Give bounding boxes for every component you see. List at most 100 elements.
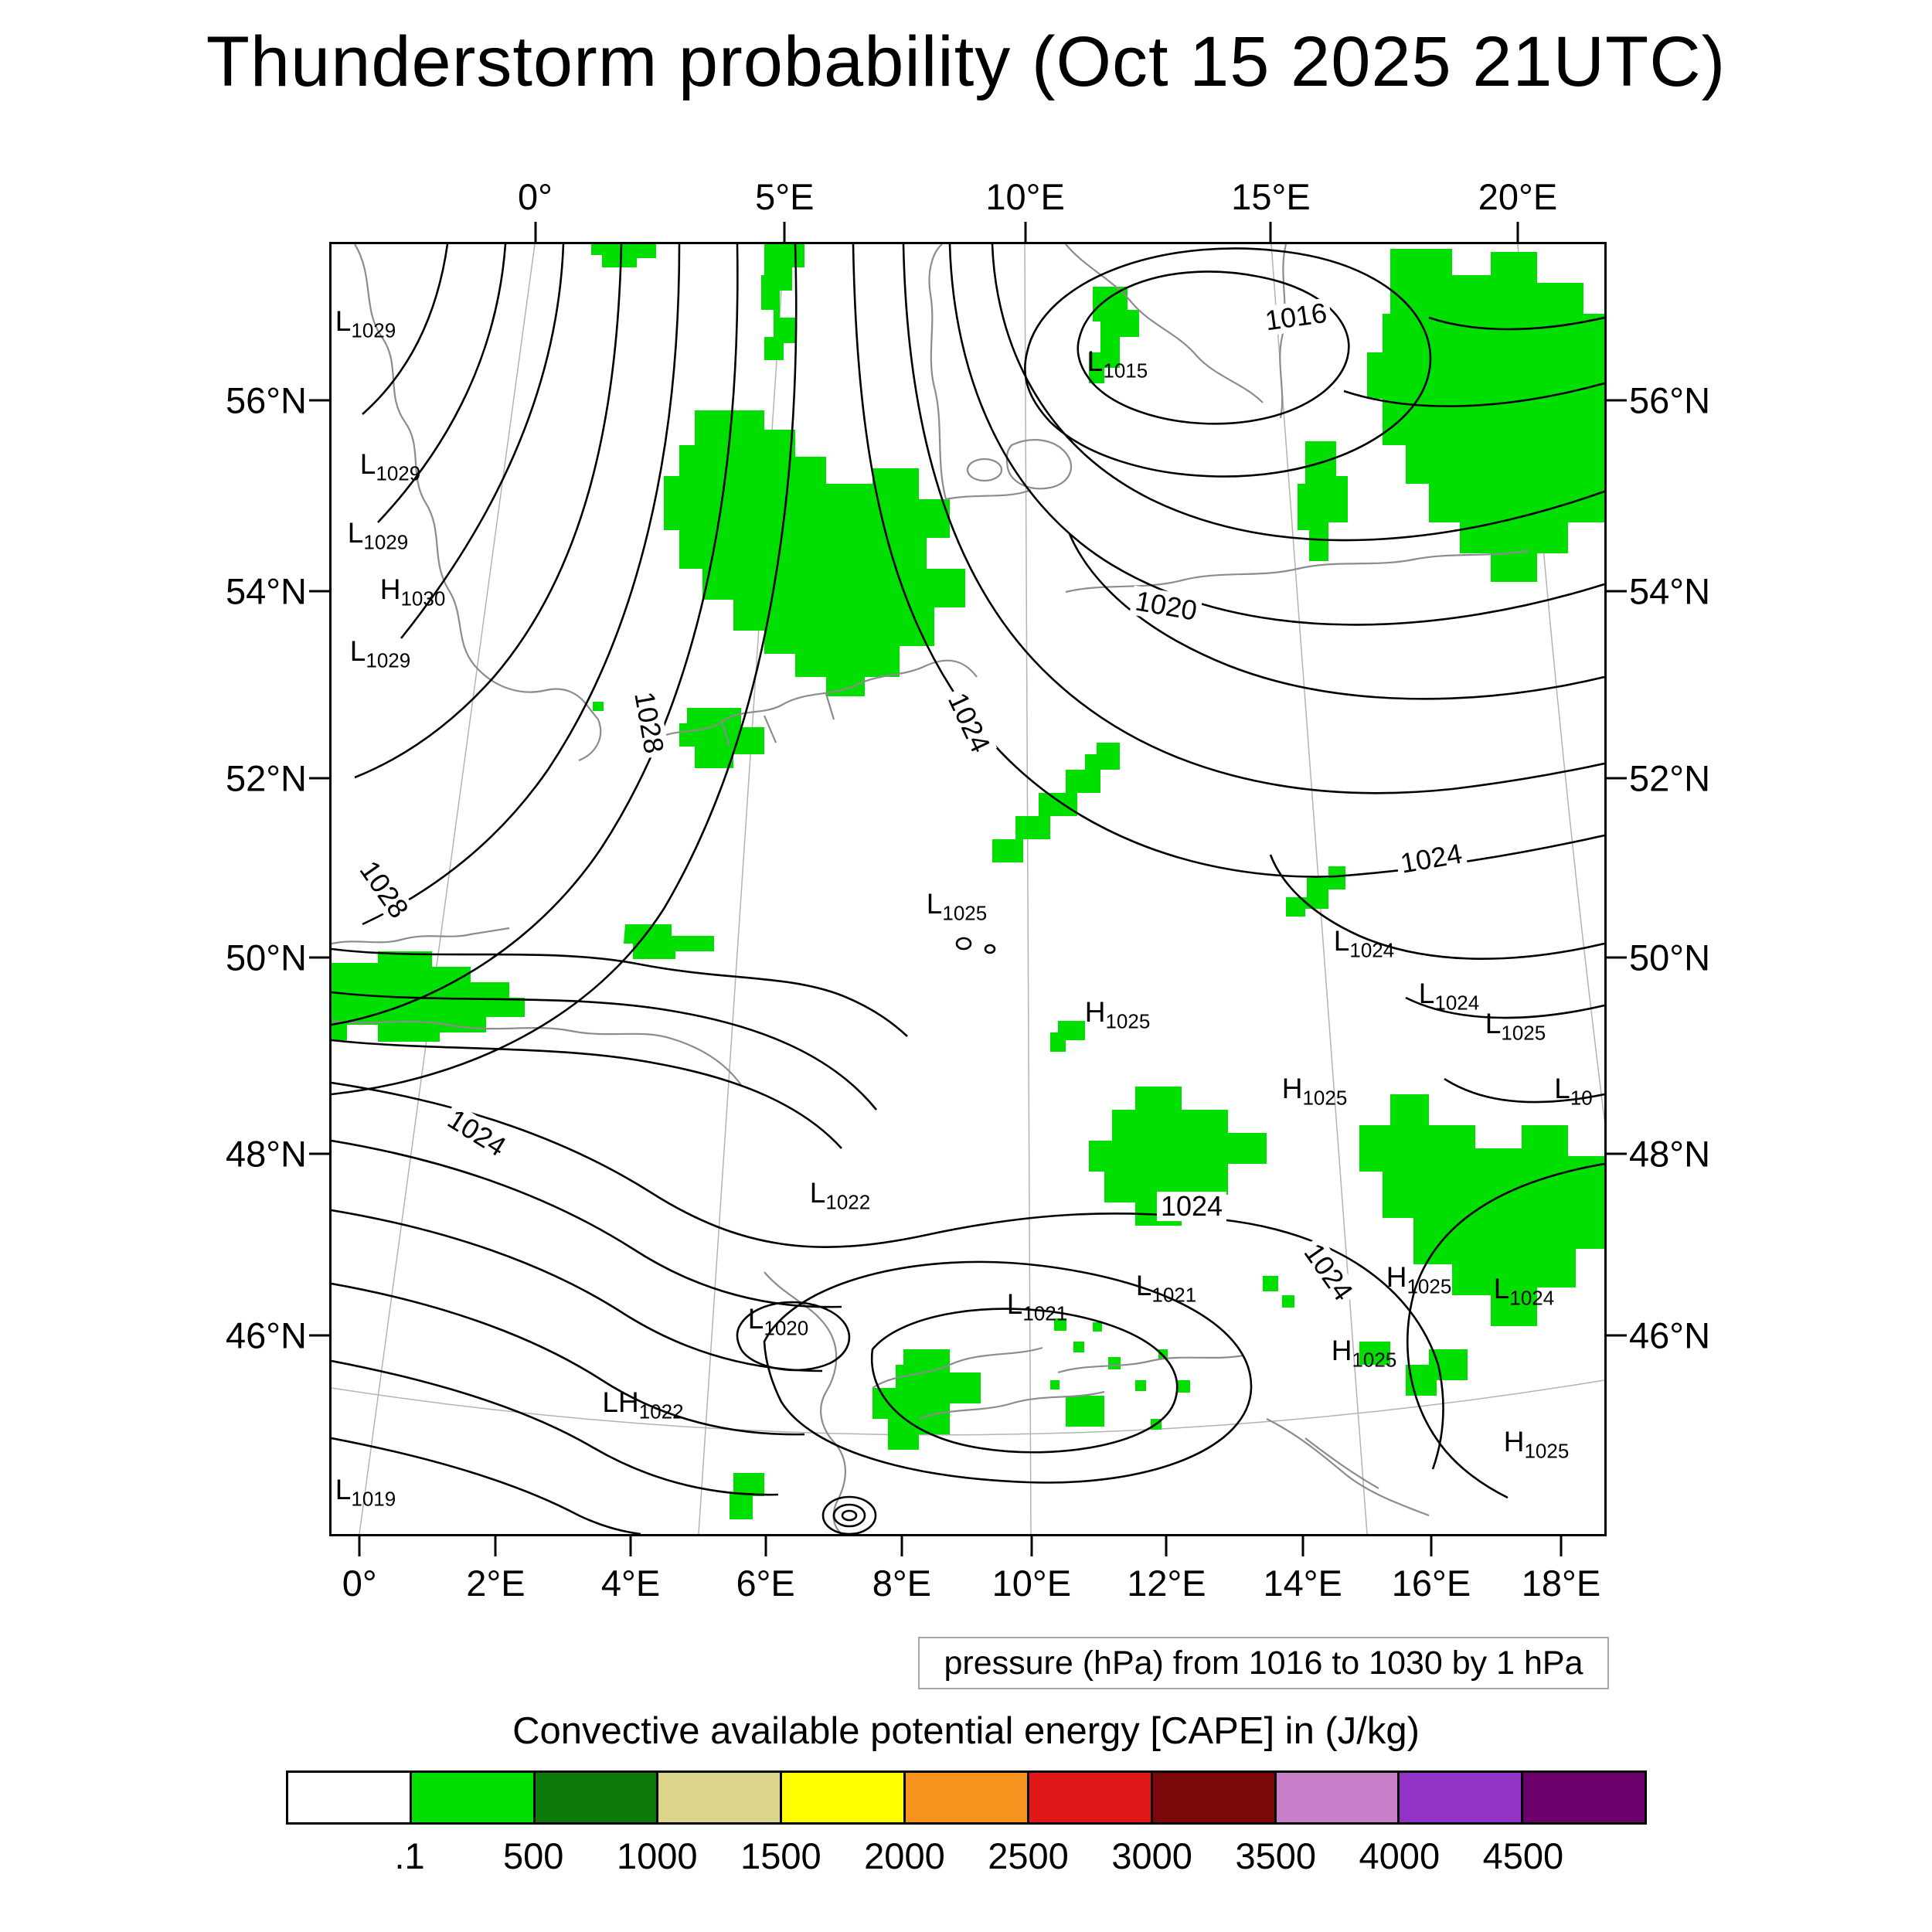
axis-tick-top: [1269, 222, 1272, 242]
colorbar-tick-label: 4500: [1482, 1835, 1564, 1876]
axis-tick-right: [1607, 956, 1627, 959]
map-plot: 0° 5°E 10°E 15°E 20°E 0° 2°E 4°E 6°E 8°E 10°E 12°E 1…: [226, 176, 1710, 1604]
axis-tick-label-right: 54°N: [1629, 570, 1711, 612]
axis-tick-bottom: [629, 1536, 632, 1556]
axis-tick-bottom: [1560, 1536, 1563, 1556]
pressure-center-label: L1029: [349, 635, 411, 672]
axis-tick-label-top: 5°E: [755, 176, 815, 217]
pressure-center-label: L1021: [1006, 1288, 1068, 1325]
colorbar-cell: [1029, 1773, 1153, 1822]
pressure-center-label: L1024: [1333, 925, 1395, 962]
axis-tick-left: [309, 590, 329, 593]
colorbar-tick-label: 2000: [864, 1835, 945, 1876]
colorbar-cell: [782, 1773, 906, 1822]
colorbar-cell: [1523, 1773, 1645, 1822]
pressure-center-label: L1021: [1135, 1270, 1197, 1307]
axis-tick-label-left: 54°N: [225, 570, 307, 612]
axis-tick-bottom: [494, 1536, 497, 1556]
colorbar-cell: [1400, 1773, 1524, 1822]
axis-tick-label-top: 20°E: [1478, 176, 1558, 217]
pressure-caption-box: pressure (hPa) from 1016 to 1030 by 1 hP…: [918, 1637, 1609, 1689]
axis-tick-label-bottom: 4°E: [600, 1563, 661, 1604]
cape-colorbar: [286, 1770, 1647, 1825]
colorbar-cell: [1152, 1773, 1277, 1822]
colorbar-tick-label: 1000: [616, 1835, 698, 1876]
axis-tick-top: [534, 222, 537, 242]
axis-tick-bottom: [900, 1536, 903, 1556]
colorbar-tick-label: 4000: [1359, 1835, 1440, 1876]
axis-tick-label-bottom: 14°E: [1263, 1563, 1342, 1604]
axis-tick-left: [309, 1152, 329, 1155]
pressure-center-label: L1029: [359, 448, 421, 485]
cape-shading: [332, 244, 1604, 1519]
pressure-center-label: H1025: [1503, 1426, 1570, 1463]
isobar-contours: [332, 244, 1604, 1534]
pressure-center-label: L1025: [926, 888, 988, 925]
isobar-value-label: 1024: [1156, 1192, 1227, 1221]
axis-tick-label-right: 48°N: [1629, 1133, 1711, 1175]
coastlines: [332, 244, 1530, 1534]
axis-tick-label-bottom: 10°E: [992, 1563, 1072, 1604]
axis-tick-label-right: 52°N: [1629, 757, 1711, 799]
pressure-center-label: H1025: [1386, 1261, 1452, 1298]
axis-tick-label-bottom: 8°E: [872, 1563, 931, 1604]
axis-tick-bottom: [1430, 1536, 1433, 1556]
colorbar-cell: [906, 1773, 1029, 1822]
axis-tick-label-left: 48°N: [225, 1133, 307, 1175]
axis-tick-label-top: 0°: [518, 176, 553, 217]
axis-tick-label-bottom: 2°E: [466, 1563, 526, 1604]
pressure-center-label: L1022: [809, 1177, 871, 1214]
colorbar-tick-label: 2500: [988, 1835, 1069, 1876]
axis-tick-label-right: 50°N: [1629, 937, 1711, 978]
pressure-center-label: L1029: [335, 305, 396, 342]
pressure-center-label: L1024: [1493, 1273, 1555, 1310]
pressure-center-label: L1029: [347, 517, 409, 554]
axis-tick-left: [309, 399, 329, 402]
cape-colorbar-labels: .1 500 1000 1500 2000 2500 3000 3500 4000 4500: [286, 1835, 1647, 1881]
pressure-center-label: H1030: [379, 573, 446, 611]
axis-tick-top: [1024, 222, 1027, 242]
pressure-center-label: H1025: [1331, 1335, 1397, 1372]
axis-tick-right: [1607, 777, 1627, 780]
colorbar-cell: [288, 1773, 412, 1822]
pressure-center-label: H1025: [1084, 996, 1151, 1033]
axis-tick-label-bottom: 12°E: [1127, 1563, 1206, 1604]
pressure-center-label: L1015: [1087, 345, 1148, 383]
pressure-caption: pressure (hPa) from 1016 to 1030 by 1 hP…: [944, 1644, 1583, 1682]
axis-tick-label-right: 46°N: [1629, 1315, 1711, 1356]
pressure-center-label: L1020: [747, 1303, 809, 1340]
pressure-center-label: L1024: [1418, 978, 1480, 1015]
colorbar-tick-label: 3500: [1235, 1835, 1316, 1876]
pressure-center-label: L1025: [1485, 1008, 1546, 1045]
axis-tick-top: [783, 222, 786, 242]
colorbar-tick-label: 1500: [740, 1835, 821, 1876]
axis-tick-bottom: [1301, 1536, 1304, 1556]
axis-tick-label-left: 50°N: [225, 937, 307, 978]
colorbar-cell: [411, 1773, 536, 1822]
contour-map-svg: [332, 244, 1604, 1534]
axis-tick-label-bottom: 18°E: [1521, 1563, 1601, 1604]
axis-tick-label-left: 46°N: [225, 1315, 307, 1356]
axis-tick-label-left: 52°N: [225, 757, 307, 799]
colorbar-title: Convective available potential energy [C…: [512, 1710, 1420, 1752]
axis-tick-right: [1607, 1334, 1627, 1337]
axis-tick-label-bottom: 0°: [342, 1563, 377, 1604]
axis-tick-label-right: 56°N: [1629, 379, 1711, 421]
axis-tick-label-top: 15°E: [1231, 176, 1311, 217]
axis-tick-right: [1607, 399, 1627, 402]
colorbar-tick-label: 3000: [1111, 1835, 1192, 1876]
colorbar-cell: [658, 1773, 783, 1822]
axis-tick-left: [309, 777, 329, 780]
axis-tick-bottom: [1165, 1536, 1168, 1556]
axis-tick-bottom: [358, 1536, 361, 1556]
axis-tick-label-top: 10°E: [985, 176, 1065, 217]
pressure-center-label: LH1022: [602, 1386, 684, 1423]
axis-tick-label-left: 56°N: [225, 379, 307, 421]
axis-tick-left: [309, 956, 329, 959]
colorbar-tick-label: .1: [394, 1835, 425, 1876]
axis-tick-bottom: [764, 1536, 767, 1556]
colorbar-cell: [535, 1773, 659, 1822]
chart-title: Thunderstorm probability (Oct 15 2025 21…: [206, 22, 1726, 101]
axis-tick-label-bottom: 16°E: [1391, 1563, 1471, 1604]
